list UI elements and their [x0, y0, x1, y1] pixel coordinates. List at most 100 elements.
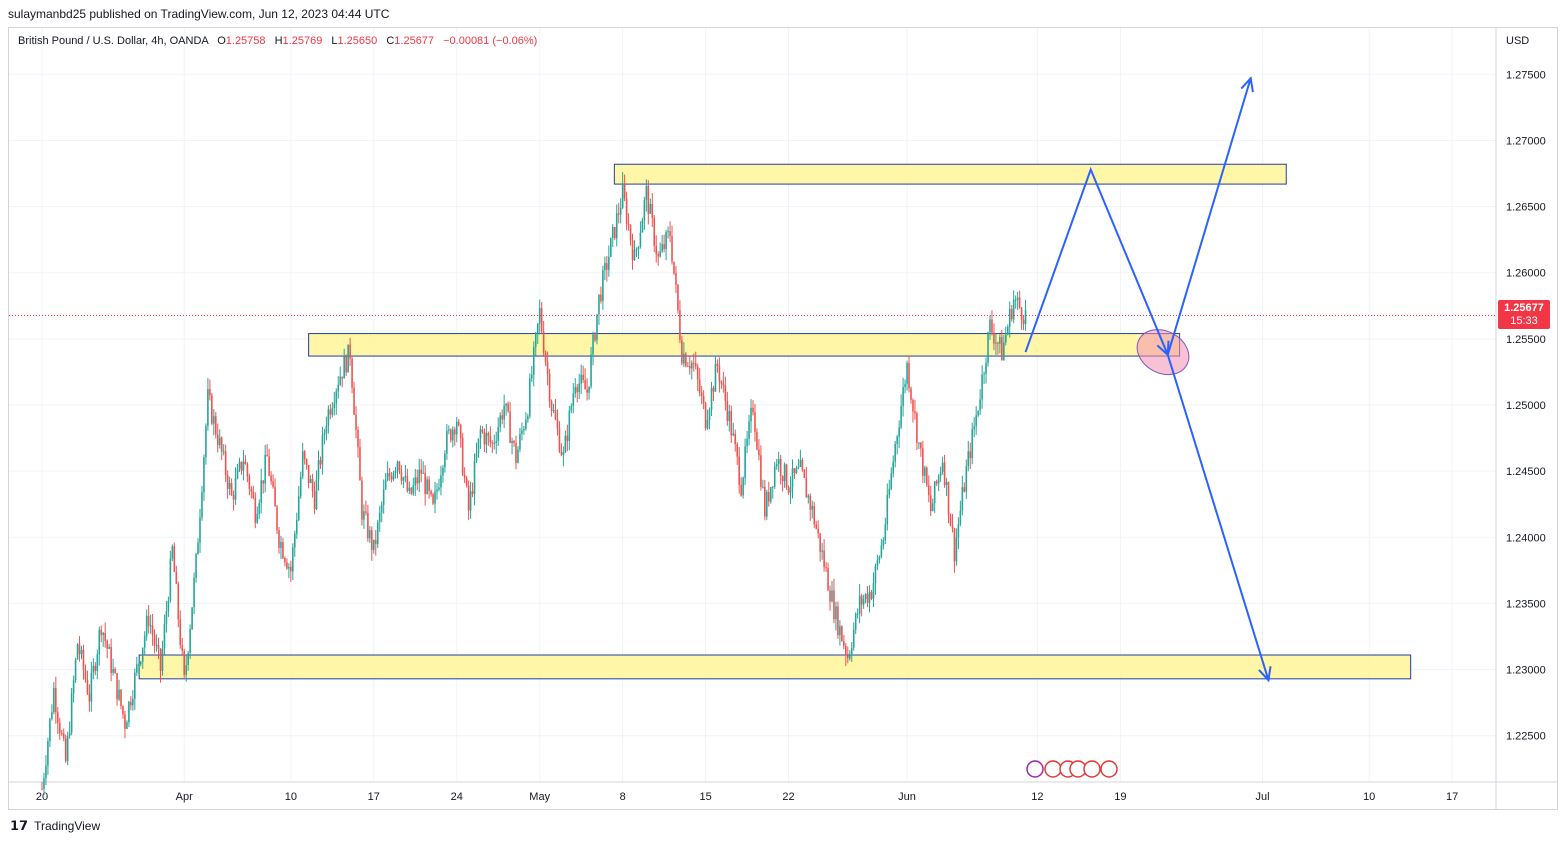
candle-body — [1010, 309, 1013, 320]
candle-body — [544, 352, 547, 363]
candle-body — [997, 342, 999, 344]
candle-body — [250, 488, 253, 492]
candle-body — [665, 232, 667, 250]
candle-body — [534, 333, 537, 348]
candle-body — [72, 680, 75, 694]
candle-body — [209, 389, 211, 396]
candle-body — [238, 461, 241, 470]
candle-body — [128, 701, 130, 723]
candle-body — [280, 542, 282, 548]
candle-body — [870, 591, 873, 599]
candle-body — [540, 308, 543, 332]
close-value: 1.25677 — [394, 35, 435, 47]
candle-body — [175, 571, 178, 584]
candle-body — [84, 669, 87, 680]
candle-body — [702, 395, 705, 404]
candle-body — [236, 469, 239, 479]
candle-body — [525, 419, 527, 429]
candle-body — [465, 478, 468, 486]
candle-body — [724, 385, 727, 402]
candle-body — [149, 625, 152, 627]
chart-legend: British Pound / U.S. Dollar, 4h, OANDA O… — [18, 35, 537, 47]
candle-body — [260, 480, 263, 503]
candle-body — [276, 506, 278, 531]
candle-body — [299, 476, 302, 497]
candle-body — [967, 451, 970, 467]
candle-body — [764, 486, 766, 517]
candle-body — [920, 442, 922, 449]
candle-body — [957, 524, 960, 538]
candle-body — [491, 442, 494, 444]
open-label: O — [217, 35, 226, 47]
candle-body — [463, 474, 466, 479]
candle-body — [349, 344, 351, 359]
candle-body — [854, 613, 857, 630]
candle-body — [1016, 297, 1019, 300]
candle-body — [80, 649, 83, 655]
candle-body — [1005, 334, 1007, 343]
candle-body — [880, 545, 883, 557]
candle-body — [568, 410, 571, 441]
candle-body — [730, 411, 733, 436]
candle-body — [205, 426, 207, 458]
candle-body — [586, 389, 588, 393]
candle-body — [124, 714, 126, 729]
x-tick-label: 24 — [451, 791, 463, 803]
candle-body — [220, 437, 223, 452]
candle-body — [667, 231, 669, 233]
candle-body — [434, 491, 436, 504]
candle-body — [503, 405, 505, 420]
candle-body — [141, 647, 144, 662]
candle-body — [136, 664, 138, 673]
candle-body — [554, 410, 557, 420]
candle-body — [627, 223, 630, 226]
candle-body — [619, 207, 622, 215]
candle-body — [471, 491, 474, 494]
candle-body — [290, 566, 292, 572]
candle-body — [596, 314, 598, 341]
candle-body — [598, 294, 600, 315]
y-tick-label: 1.24500 — [1506, 466, 1546, 478]
candle-body — [457, 421, 460, 425]
candle-body — [369, 530, 371, 539]
candle-body — [195, 554, 197, 578]
candle-body — [163, 623, 166, 649]
candle-body — [681, 339, 683, 364]
projection-arrowhead-down — [1258, 666, 1272, 683]
candle-body — [621, 183, 624, 208]
candle-body — [916, 413, 918, 443]
low-label: L — [331, 35, 338, 47]
candle-body — [933, 481, 936, 504]
candle-body — [64, 738, 67, 762]
candle-body — [309, 479, 312, 483]
candle-body — [353, 387, 355, 415]
candle-body — [659, 251, 661, 257]
candle-body — [878, 556, 881, 561]
candle-body — [714, 363, 717, 392]
candle-body — [777, 459, 780, 464]
candle-body — [378, 512, 381, 523]
candle-body — [606, 262, 608, 270]
candle-body — [62, 733, 65, 739]
candle-body — [979, 399, 981, 411]
candle-body — [1008, 309, 1011, 327]
candle-body — [706, 420, 709, 429]
candle-body — [222, 451, 225, 453]
candle-body — [193, 577, 195, 608]
candle-body — [329, 409, 332, 415]
candle-body — [394, 470, 397, 473]
candle-body — [558, 428, 561, 452]
candle-body — [284, 558, 286, 563]
candle-body — [489, 435, 492, 443]
candle-body — [143, 635, 146, 648]
candle-body — [977, 410, 979, 416]
candle-body — [137, 664, 140, 666]
candle-body — [430, 490, 432, 495]
candle-body — [955, 537, 958, 562]
candle-body — [307, 465, 310, 483]
candle-body — [827, 567, 829, 591]
news-flag-icon — [1100, 760, 1118, 778]
candle-body — [161, 648, 164, 671]
candle-body — [898, 427, 900, 437]
